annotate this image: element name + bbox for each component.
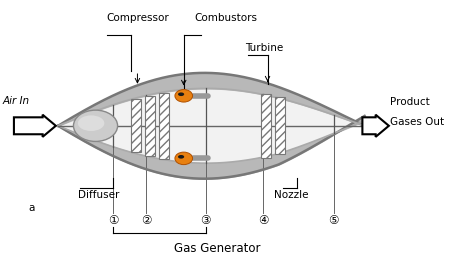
Bar bbox=[261, 94, 271, 157]
Text: Turbine: Turbine bbox=[246, 43, 284, 53]
Text: Diffuser: Diffuser bbox=[78, 190, 119, 200]
Text: ①: ① bbox=[108, 214, 118, 227]
Text: Nozzle: Nozzle bbox=[274, 190, 308, 200]
Bar bbox=[160, 93, 169, 159]
Text: ④: ④ bbox=[258, 214, 268, 227]
Text: Gases Out: Gases Out bbox=[390, 117, 444, 127]
Bar bbox=[146, 96, 155, 156]
Text: Compressor: Compressor bbox=[106, 13, 169, 23]
Ellipse shape bbox=[178, 92, 184, 96]
Text: Gas Generator: Gas Generator bbox=[173, 242, 260, 255]
FancyArrow shape bbox=[14, 115, 56, 137]
Text: ②: ② bbox=[141, 214, 152, 227]
Ellipse shape bbox=[178, 155, 184, 159]
Text: ③: ③ bbox=[201, 214, 211, 227]
Ellipse shape bbox=[175, 152, 192, 165]
Text: Air In: Air In bbox=[3, 96, 30, 106]
Text: Product: Product bbox=[390, 97, 430, 107]
Bar bbox=[131, 99, 141, 152]
Text: Combustors: Combustors bbox=[195, 13, 258, 23]
FancyArrow shape bbox=[362, 115, 389, 137]
Bar bbox=[275, 97, 285, 155]
Ellipse shape bbox=[175, 90, 192, 102]
Text: ⑤: ⑤ bbox=[329, 214, 339, 227]
Text: a: a bbox=[28, 203, 35, 213]
Ellipse shape bbox=[78, 115, 104, 131]
Ellipse shape bbox=[73, 110, 117, 141]
